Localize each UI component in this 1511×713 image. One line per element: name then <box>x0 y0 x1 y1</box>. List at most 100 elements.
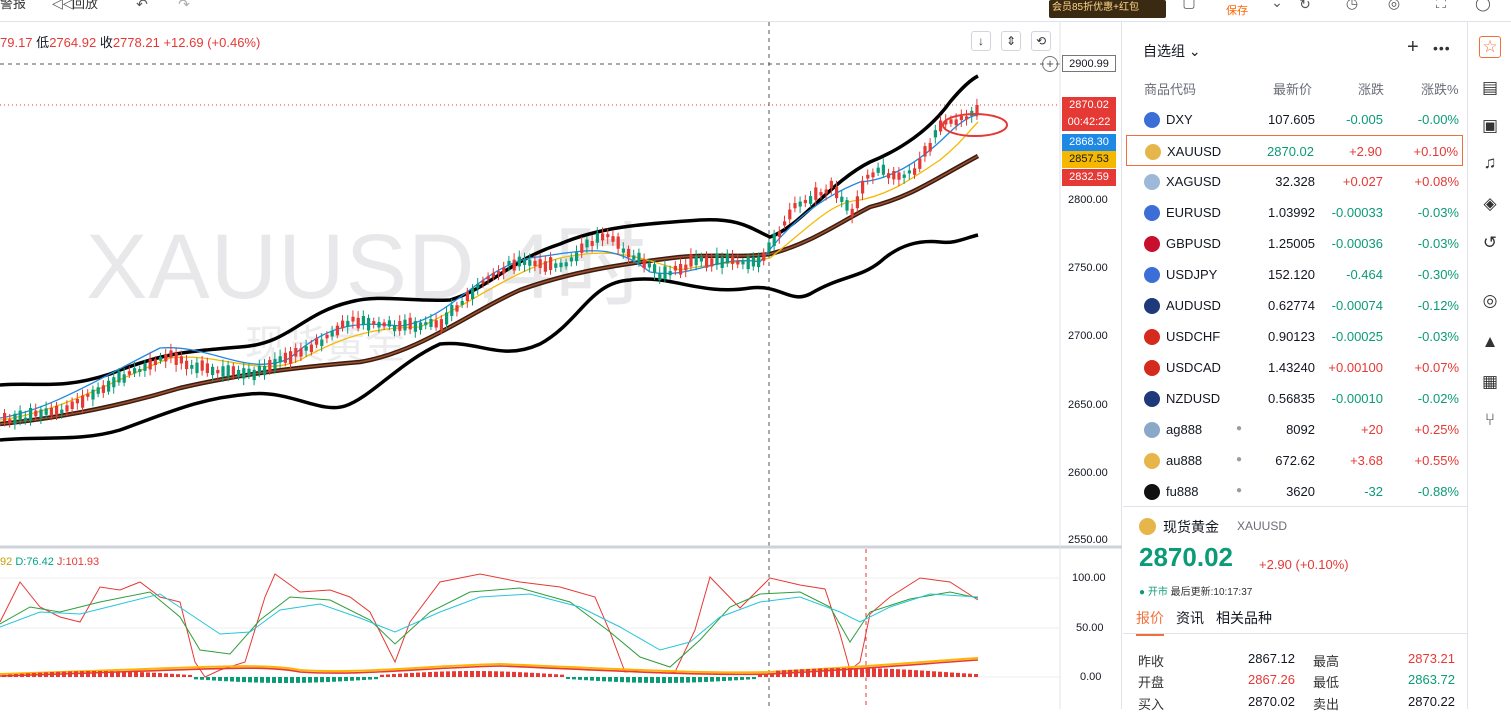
watchlist-row[interactable]: NZDUSD 0.56835 -0.00010 -0.02% <box>1126 383 1463 414</box>
sync-icon[interactable]: ↻ <box>1299 0 1311 12</box>
watchlist-star-icon[interactable]: ☆ <box>1479 36 1501 58</box>
tab-quote[interactable]: 报价 <box>1136 608 1164 636</box>
watchlist-row[interactable]: ag888 ● 8092 +20 +0.25% <box>1126 414 1463 445</box>
timer-icon[interactable]: ◷ <box>1345 0 1359 11</box>
watchlist-row[interactable]: AUDUSD 0.62774 -0.00074 -0.12% <box>1126 290 1463 321</box>
row-pct: -0.00% <box>1417 112 1459 127</box>
candle-body <box>86 393 90 397</box>
kdj-axis-label: 50.00 <box>1076 622 1104 634</box>
macd-bar <box>260 677 264 683</box>
education-icon[interactable]: ▲ <box>1481 332 1499 351</box>
macd-bar <box>344 677 348 682</box>
macd-bar <box>446 671 450 677</box>
flag-icon <box>1144 174 1160 190</box>
candle-body <box>424 322 428 326</box>
layers-icon[interactable]: ◈ <box>1483 194 1497 213</box>
candle-body <box>627 248 631 258</box>
alert-button[interactable]: 警报 <box>0 0 27 11</box>
macd-bar <box>632 677 636 683</box>
tab-news[interactable]: 资讯 <box>1176 610 1204 626</box>
macd-bar <box>686 677 690 683</box>
macd-bar <box>962 673 966 677</box>
flag-icon <box>1144 422 1160 438</box>
calendar-icon[interactable]: ▣ <box>1481 116 1499 135</box>
collapse-icon[interactable]: ⇕ <box>1001 31 1021 51</box>
candle-body <box>783 221 787 226</box>
more-icon[interactable]: ••• <box>1433 40 1451 56</box>
candle-body <box>299 348 303 357</box>
watchlist-row[interactable]: XAUUSD 2870.02 +2.90 +0.10% <box>1126 135 1463 166</box>
macd-bar <box>248 677 252 683</box>
macd-bar <box>434 671 438 677</box>
col-code[interactable]: 商品代码 <box>1144 82 1197 97</box>
promo-banner[interactable]: 会员85折优惠+红包 <box>1049 0 1166 18</box>
macd-bar <box>332 677 336 682</box>
save-button[interactable]: 保存 <box>1226 5 1248 17</box>
macd-bar <box>290 677 294 683</box>
candle-body <box>34 410 38 417</box>
macd-bar <box>764 674 768 677</box>
camera-icon[interactable]: ◎ <box>1387 0 1401 11</box>
candle-body <box>829 180 833 189</box>
tab-related[interactable]: 相关品种 <box>1216 610 1272 626</box>
macd-bar <box>32 672 36 677</box>
detail-price: 2870.02 <box>1139 542 1233 572</box>
candle-body <box>751 257 755 267</box>
replay-button[interactable]: 回放 <box>72 0 99 11</box>
watchlist-row[interactable]: EURUSD 1.03992 -0.00033 -0.03% <box>1126 197 1463 228</box>
add-alert-icon[interactable]: + <box>1042 56 1058 72</box>
high-label: 最高 <box>1313 654 1340 669</box>
kdj-axis-label: 100.00 <box>1072 572 1106 584</box>
chevron-down-icon[interactable]: ⌄ <box>1271 0 1283 10</box>
watchlist-row[interactable]: au888 ● 672.62 +3.68 +0.55% <box>1126 445 1463 476</box>
watchlist-row[interactable]: GBPUSD 1.25005 -0.00036 -0.03% <box>1126 228 1463 259</box>
row-change: -0.005 <box>1346 112 1383 127</box>
col-price[interactable]: 最新价 <box>1273 82 1313 97</box>
document-icon[interactable]: ▤ <box>1481 78 1499 97</box>
chart-pane[interactable]: XAUUSD,4时 现货黄金 <box>0 22 1122 709</box>
watchlist-row[interactable]: fu888 ● 3620 -32 -0.88% <box>1126 476 1463 507</box>
macd-bar <box>704 677 708 682</box>
macd-bar <box>182 674 186 677</box>
col-change[interactable]: 涨跌 <box>1358 82 1385 97</box>
watchlist-row[interactable]: XAGUSD 32.328 +0.027 +0.08% <box>1126 166 1463 197</box>
candle-body <box>44 408 48 415</box>
candle-body <box>538 259 542 268</box>
grid-icon[interactable]: ▦ <box>1481 372 1499 391</box>
candlesticks <box>3 98 979 430</box>
history-icon[interactable]: ↺ <box>1482 233 1498 252</box>
snapshot-icon[interactable]: ◯ <box>1475 0 1491 11</box>
macd-bar <box>128 671 132 677</box>
watchlist-group-selector[interactable]: 自选组 ⌄ <box>1143 41 1201 61</box>
col-pct[interactable]: 涨跌% <box>1421 82 1459 97</box>
macd-bar <box>566 677 570 680</box>
candle-body <box>642 259 646 269</box>
target-icon[interactable]: ◎ <box>1482 291 1498 310</box>
add-symbol-icon[interactable]: + <box>1407 36 1419 58</box>
download-icon[interactable]: ↓ <box>971 31 991 51</box>
flag-icon <box>1144 236 1160 252</box>
watchlist-row[interactable]: USDCHF 0.90123 -0.00025 -0.03% <box>1126 321 1463 352</box>
row-change: +0.027 <box>1342 174 1383 189</box>
low-value: 2863.72 <box>1408 672 1455 687</box>
ohlc-low-label: 低 <box>36 35 50 50</box>
macd-bar <box>200 677 204 680</box>
refresh-icon[interactable]: ⟲ <box>1031 31 1051 51</box>
window-icon[interactable]: ▢ <box>1182 0 1196 10</box>
redo-icon[interactable]: ↷ <box>178 0 190 12</box>
macd-bar <box>44 672 48 677</box>
tree-icon[interactable]: ⑂ <box>1484 410 1496 429</box>
watchlist-row[interactable]: DXY 107.605 -0.005 -0.00% <box>1126 104 1463 135</box>
status-updated: 最后更新:10:17:37 <box>1170 587 1253 598</box>
fullscreen-icon[interactable]: ⛶ <box>1436 0 1446 11</box>
undo-icon[interactable]: ↶ <box>136 0 148 12</box>
watchlist-row[interactable]: USDCAD 1.43240 +0.00100 +0.07% <box>1126 352 1463 383</box>
watchlist-row[interactable]: USDJPY 152.120 -0.464 -0.30% <box>1126 259 1463 290</box>
row-pct: +0.55% <box>1414 453 1459 468</box>
candle-body <box>91 389 95 400</box>
bell-icon[interactable]: ♫ <box>1483 153 1497 172</box>
macd-bar <box>218 677 222 681</box>
macd-bar <box>326 677 330 683</box>
watchlist-columns: 商品代码 最新价 涨跌 涨跌% <box>1123 76 1467 100</box>
macd-bar <box>206 677 210 681</box>
